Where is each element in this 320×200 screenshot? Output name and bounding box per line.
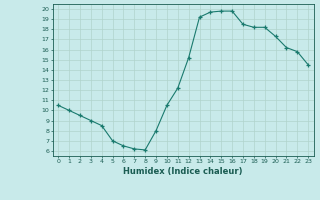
X-axis label: Humidex (Indice chaleur): Humidex (Indice chaleur) [124, 167, 243, 176]
